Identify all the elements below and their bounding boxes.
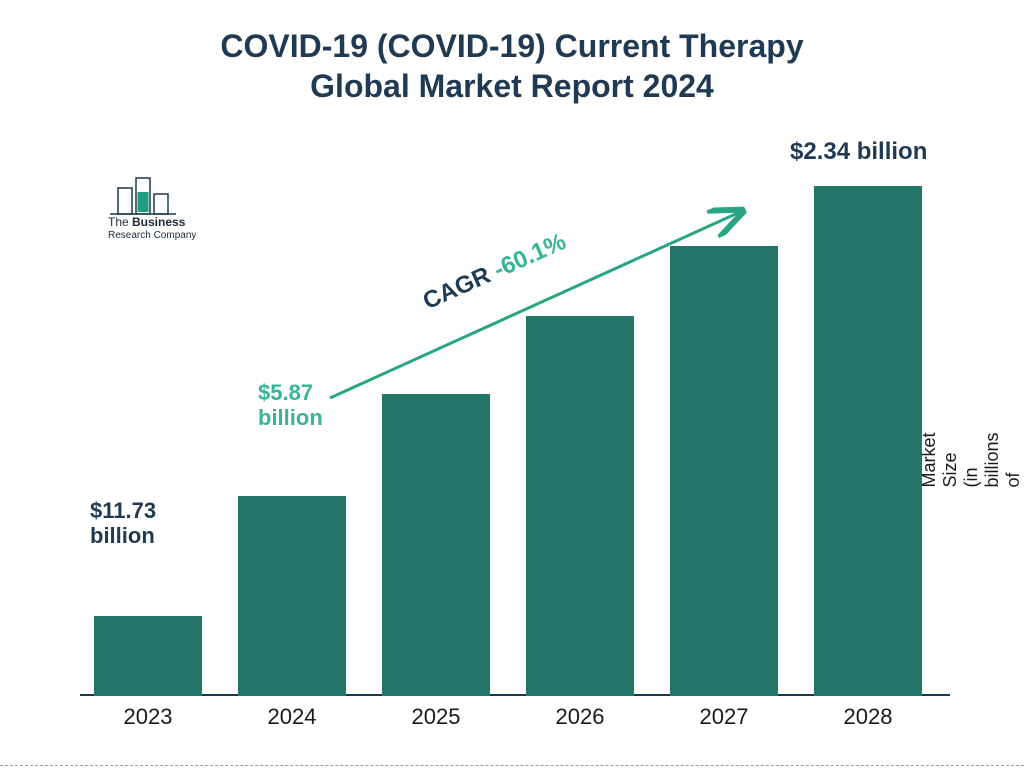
x-label-2028: 2028 [814, 704, 922, 730]
x-label-2027: 2027 [670, 704, 778, 730]
x-label-2025: 2025 [382, 704, 490, 730]
bar-2025 [382, 394, 490, 696]
bar-2026 [526, 316, 634, 696]
x-label-2026: 2026 [526, 704, 634, 730]
bar-2027 [670, 246, 778, 696]
bar-2024 [238, 496, 346, 696]
data-label-2: $2.34 billion [790, 138, 927, 166]
y-axis-title: Market Size (in billions of USD) [919, 432, 1024, 487]
footer-divider [0, 765, 1024, 766]
x-label-2023: 2023 [94, 704, 202, 730]
bar-2028 [814, 186, 922, 696]
data-label-0: $11.73billion [90, 498, 156, 549]
x-label-2024: 2024 [238, 704, 346, 730]
data-label-1: $5.87billion [258, 380, 323, 431]
chart-title: COVID-19 (COVID-19) Current Therapy Glob… [0, 26, 1024, 106]
chart-title-line2: Global Market Report 2024 [0, 66, 1024, 106]
chart-title-line1: COVID-19 (COVID-19) Current Therapy [0, 26, 1024, 66]
bar-2023 [94, 616, 202, 696]
bar-chart: 202320242025202620272028 [80, 156, 950, 696]
